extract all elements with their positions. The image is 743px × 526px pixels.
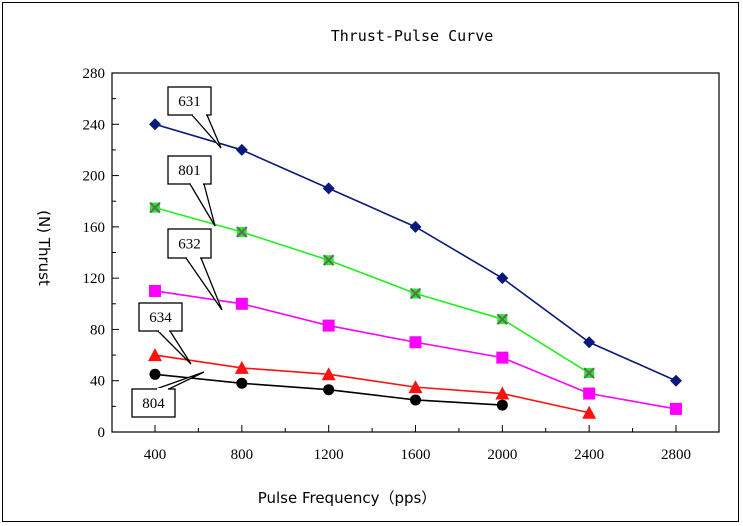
data-point-632 [409, 336, 422, 349]
callout-634: 634 [138, 302, 192, 365]
data-point-804 [236, 377, 248, 389]
callout-box [167, 155, 212, 185]
data-point-801-cross [149, 201, 161, 214]
callout-pointer [156, 330, 192, 365]
y-tick-label: 0 [98, 425, 106, 441]
data-point-632 [583, 387, 596, 400]
x-tick-label: 1600 [401, 447, 431, 463]
data-point-634 [234, 360, 249, 374]
data-point-632 [149, 284, 161, 297]
callout-632: 632 [167, 228, 223, 311]
callout-label-804: 804 [142, 396, 165, 412]
callout-804: 804 [131, 371, 205, 418]
callout-pointer [184, 257, 223, 311]
callout-801: 801 [167, 155, 216, 227]
x-tick-label: 2800 [661, 447, 691, 463]
data-point-804 [410, 394, 421, 406]
callout-box [138, 302, 183, 332]
data-point-632 [322, 319, 335, 332]
y-tick-label: 120 [83, 271, 106, 287]
data-point-631 [235, 143, 248, 156]
data-point-634 [321, 367, 336, 381]
data-point-632 [496, 351, 509, 364]
data-point-634 [148, 348, 162, 362]
series-line-634 [154, 354, 590, 414]
series-804 [149, 368, 508, 411]
x-tick-label: 1200 [314, 447, 344, 463]
x-tick-label: 2000 [487, 447, 517, 463]
data-point-801-cross [322, 254, 335, 266]
x-tick-label: 2400 [574, 447, 604, 463]
x-tick-label: 800 [231, 447, 254, 463]
callout-box [167, 86, 212, 116]
data-point-632 [670, 402, 682, 415]
data-point-804 [149, 368, 161, 380]
callout-label-632: 632 [178, 237, 201, 253]
y-axis-label: (N) Thrust [35, 210, 53, 286]
callout-box [167, 228, 212, 259]
y-tick-label: 160 [83, 220, 106, 236]
callout-label-801: 801 [178, 163, 201, 179]
y-tick-label: 200 [83, 169, 106, 185]
data-point-634 [582, 405, 597, 419]
x-tick-label: 400 [144, 447, 167, 463]
y-tick-label: 280 [83, 66, 106, 82]
data-point-634 [408, 380, 423, 394]
data-point-631 [670, 374, 682, 387]
data-point-634 [495, 386, 510, 400]
y-tick-label: 40 [90, 374, 105, 390]
series-631 [149, 118, 682, 387]
chart-title: Thrust-Pulse Curve [331, 27, 494, 45]
data-point-801-cross [236, 226, 248, 238]
callout-label-634: 634 [149, 310, 172, 326]
y-tick-label: 240 [83, 117, 106, 133]
series-line-801 [154, 206, 590, 374]
callout-pointer [190, 114, 222, 149]
y-tick-label: 80 [90, 322, 105, 338]
data-point-631 [409, 220, 422, 233]
callout-631: 631 [167, 86, 222, 149]
series-632 [149, 284, 682, 415]
data-point-801-cross [583, 367, 595, 379]
data-point-631 [583, 336, 596, 349]
series-801 [149, 201, 595, 379]
data-point-631 [496, 272, 509, 285]
series-634 [148, 348, 597, 419]
callout-pointer [188, 183, 216, 227]
data-point-631 [149, 118, 161, 131]
data-point-804 [496, 399, 508, 411]
data-point-631 [322, 182, 335, 195]
callout-box [131, 388, 176, 418]
data-point-632 [235, 297, 248, 310]
data-point-801-cross [496, 313, 509, 325]
callout-label-631: 631 [178, 94, 201, 110]
data-point-801-cross [409, 287, 422, 300]
x-axis-label: Pulse Frequency（pps） [258, 489, 437, 507]
data-point-804 [323, 384, 335, 396]
